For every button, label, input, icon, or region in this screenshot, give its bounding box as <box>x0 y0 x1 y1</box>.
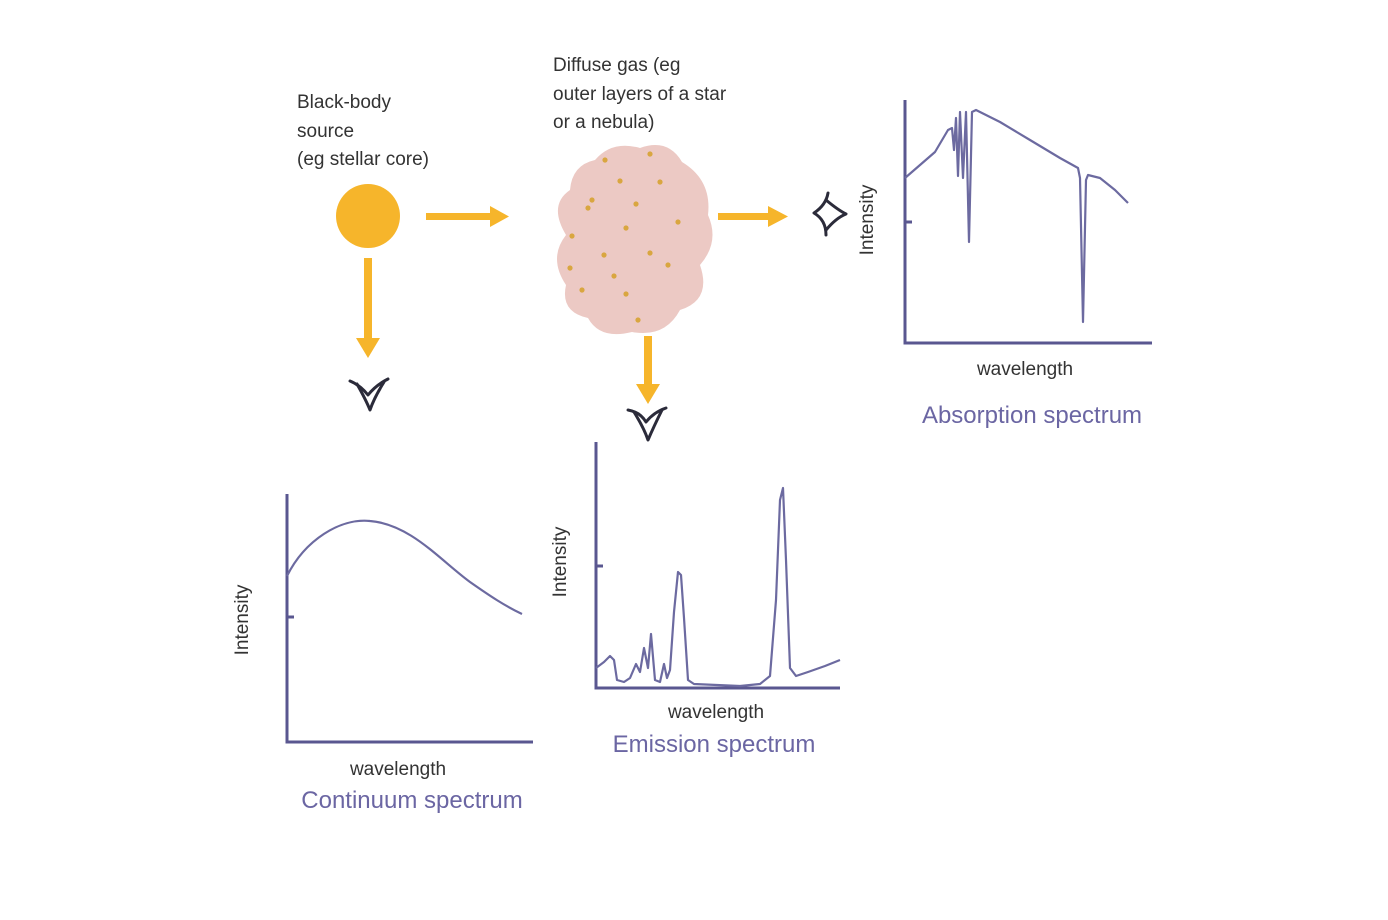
blackbody-source <box>336 184 400 248</box>
continuum-title: Continuum spectrum <box>301 787 522 814</box>
emission-axes <box>594 442 840 690</box>
eye-icon-continuum <box>348 377 390 412</box>
continuum-chart: Intensity wavelength Continuum spectrum <box>232 494 533 814</box>
eye-icon-emission <box>626 406 668 442</box>
gas-label-line3: or a nebula) <box>553 112 654 133</box>
arrow-icon-source-down <box>356 258 380 358</box>
blackbody-label-line3: (eg stellar core) <box>297 149 429 170</box>
gas-label-line1: Diffuse gas (eg <box>553 55 680 76</box>
continuum-curve <box>286 519 523 615</box>
blackbody-label-line1: Black-body <box>297 92 391 113</box>
continuum-xlabel: wavelength <box>349 759 446 780</box>
blackbody-label-line2: source <box>297 121 354 142</box>
emission-ylabel: Intensity <box>550 526 571 597</box>
gas-particles <box>567 151 681 323</box>
arrow-icon-gas-down <box>636 336 660 404</box>
arrow-icon-source-to-gas <box>426 206 509 227</box>
gas-cloud <box>557 145 713 335</box>
emission-xlabel: wavelength <box>667 702 764 723</box>
emission-title: Emission spectrum <box>613 731 816 758</box>
absorption-xlabel: wavelength <box>976 359 1073 380</box>
eye-icon-absorption <box>812 191 848 237</box>
continuum-ylabel: Intensity <box>232 584 253 655</box>
arrow-icon-gas-to-absorption <box>718 206 788 227</box>
gas-label: Diffuse gas (eg outer layers of a star o… <box>553 55 731 133</box>
absorption-curve <box>904 108 1129 324</box>
absorption-ylabel: Intensity <box>857 184 878 255</box>
continuum-axes <box>285 494 533 744</box>
blackbody-label: Black-body source (eg stellar core) <box>297 92 429 170</box>
absorption-axes <box>903 100 1152 345</box>
emission-curve <box>595 486 841 688</box>
emission-chart: Intensity wavelength Emission spectrum <box>550 442 841 758</box>
absorption-chart: Intensity wavelength Absorption spectrum <box>857 100 1152 429</box>
absorption-title: Absorption spectrum <box>922 402 1142 429</box>
gas-label-line2: outer layers of a star <box>553 84 727 105</box>
